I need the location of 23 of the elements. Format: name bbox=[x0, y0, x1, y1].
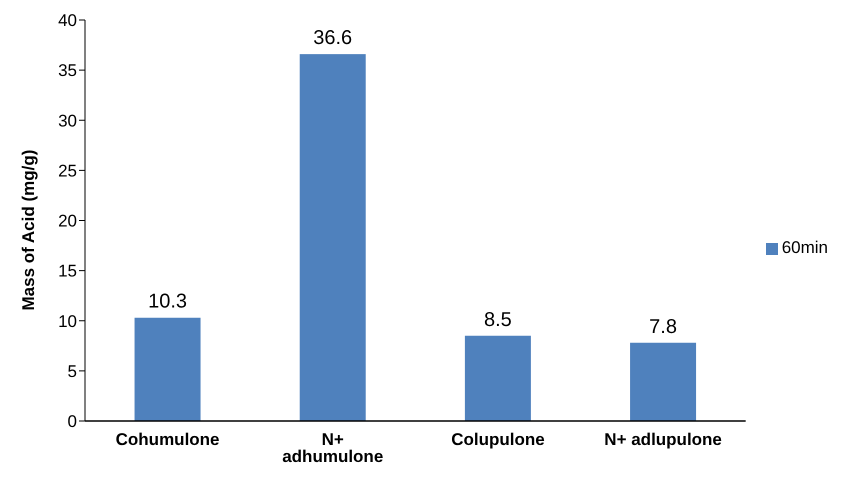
y-axis-title: Mass of Acid (mg/g) bbox=[19, 150, 38, 310]
x-tick-label: Cohumulone bbox=[116, 430, 220, 450]
bar bbox=[464, 336, 531, 421]
data-label: 7.8 bbox=[649, 316, 677, 338]
y-tick-label: 30 bbox=[58, 111, 77, 130]
y-tick-label: 35 bbox=[58, 61, 77, 80]
y-tick-label: 15 bbox=[58, 262, 77, 281]
data-label: 8.5 bbox=[484, 308, 512, 331]
x-tick-label: N+ adhumulone bbox=[282, 430, 384, 466]
y-tick-label: 25 bbox=[58, 161, 77, 180]
bar bbox=[630, 342, 696, 421]
bar bbox=[134, 318, 201, 421]
x-tick-label: N+ adlupulone bbox=[604, 430, 722, 450]
y-tick-label: 0 bbox=[68, 412, 77, 432]
data-label: 36.6 bbox=[313, 27, 352, 50]
y-tick-label: 10 bbox=[58, 312, 77, 331]
y-tick-label: 5 bbox=[68, 362, 77, 381]
y-tick-label: 20 bbox=[58, 212, 77, 231]
data-label: 10.3 bbox=[148, 290, 188, 313]
legend-label: 60min bbox=[782, 238, 828, 257]
y-tick-label: 40 bbox=[58, 11, 77, 30]
x-tick-label: Colupulone bbox=[451, 430, 545, 450]
bar bbox=[300, 54, 366, 421]
